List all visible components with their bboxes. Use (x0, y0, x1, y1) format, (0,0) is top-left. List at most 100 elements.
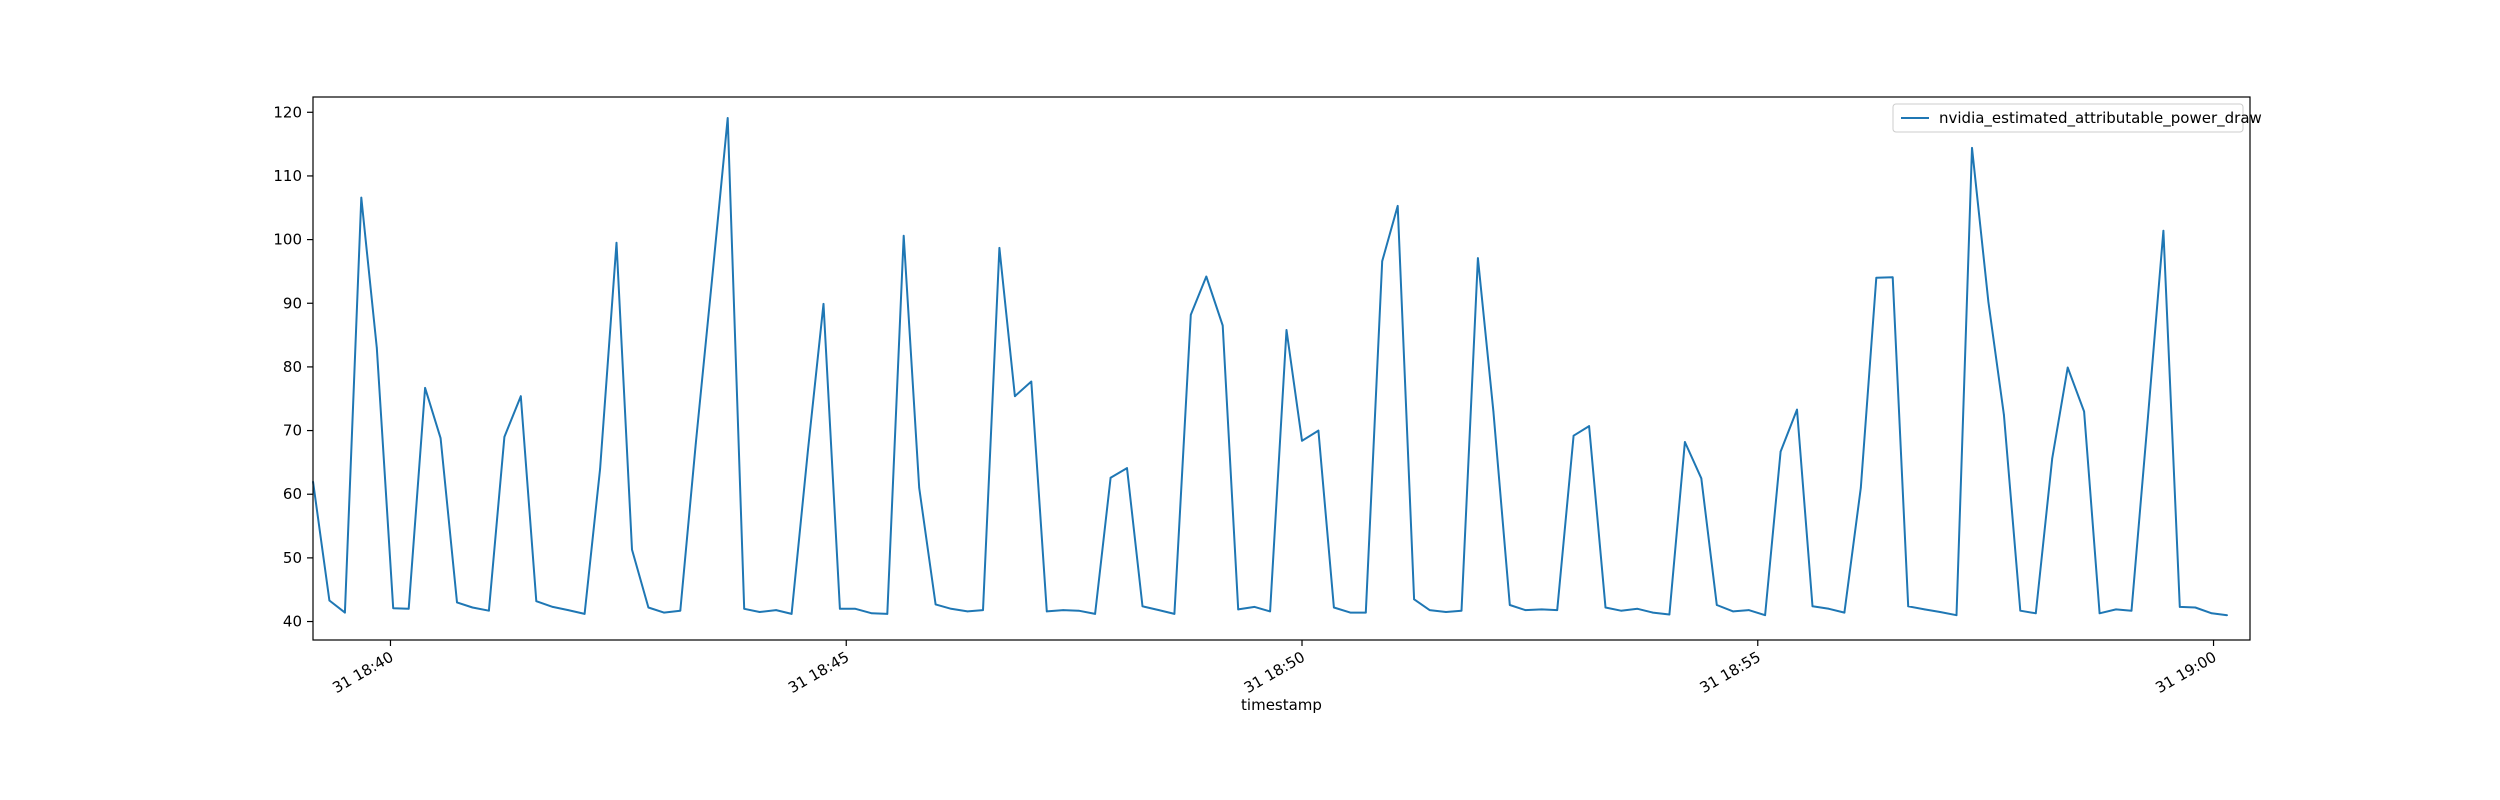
data-point (1492, 410, 1495, 413)
x-tick-label: 31 18:50 (1241, 648, 1308, 697)
data-point (1556, 609, 1558, 611)
data-point (1907, 605, 1909, 608)
data-point (551, 606, 554, 608)
data-point (1062, 609, 1064, 611)
data-point (1747, 609, 1750, 611)
data-point (1046, 610, 1048, 613)
data-point (1317, 429, 1320, 432)
data-point (918, 487, 920, 489)
data-point (360, 196, 363, 199)
data-point (743, 608, 745, 610)
data-point (456, 601, 458, 604)
data-point (902, 235, 905, 237)
data-point (1684, 441, 1686, 443)
data-point (1253, 606, 1256, 608)
x-tick-label: 31 19:00 (2152, 648, 2219, 697)
data-point (1524, 609, 1527, 611)
data-point (1126, 467, 1128, 469)
data-point (1333, 606, 1335, 609)
data-point (376, 347, 378, 349)
x-tick-label: 31 18:45 (785, 648, 852, 697)
data-point (2003, 413, 2005, 416)
data-point (503, 436, 506, 438)
data-point (1540, 608, 1543, 611)
data-point (1158, 609, 1160, 611)
data-point (1923, 608, 1926, 611)
data-point (1572, 434, 1575, 437)
data-point (822, 303, 825, 305)
data-point (663, 611, 665, 614)
data-point (583, 613, 586, 615)
data-point (1205, 275, 1208, 278)
data-point (2147, 417, 2149, 419)
data-point (1030, 380, 1033, 383)
data-point (599, 468, 601, 470)
data-point (934, 603, 937, 606)
y-tick-label: 60 (283, 485, 302, 503)
data-point (1190, 313, 1192, 316)
data-point (726, 117, 729, 119)
data-point (790, 613, 793, 615)
data-point (1349, 611, 1352, 614)
data-point (631, 548, 633, 551)
y-tick-label: 50 (283, 549, 302, 567)
data-point (1221, 324, 1224, 327)
data-point (1955, 614, 1958, 616)
data-point (1732, 610, 1734, 613)
x-tick-label: 31 18:55 (1697, 648, 1764, 697)
data-point (2098, 612, 2101, 615)
data-point (1796, 408, 1798, 411)
data-point (1843, 611, 1846, 614)
data-point (1875, 277, 1878, 279)
data-point (1620, 609, 1622, 612)
y-tick-label: 40 (283, 613, 302, 631)
data-point (1445, 611, 1447, 613)
data-point (1604, 606, 1607, 609)
data-point (424, 387, 426, 389)
data-point (2162, 229, 2165, 232)
data-point (1668, 613, 1671, 616)
x-axis-ticks: 31 18:40 31 18:45 31 18:50 31 18:55 31 19:00 (329, 640, 2220, 697)
y-tick-label: 100 (273, 231, 302, 249)
data-point (2035, 612, 2037, 615)
data-point (1365, 611, 1367, 614)
data-point (1891, 276, 1894, 279)
data-point (950, 608, 952, 610)
data-point (567, 609, 569, 611)
data-point (2019, 609, 2022, 612)
data-point (775, 609, 777, 611)
y-tick-label: 90 (283, 294, 302, 312)
x-tick-label: 31 18:40 (329, 648, 396, 697)
data-point (1987, 301, 1990, 303)
series-line (312, 117, 2228, 617)
data-point (886, 613, 889, 615)
data-point (998, 247, 1001, 249)
y-axis-ticks: 40 50 60 70 80 90 100 110 120 (273, 103, 313, 631)
data-point (615, 242, 618, 244)
data-point (854, 608, 857, 610)
y-tick-label: 120 (273, 103, 302, 121)
data-point (982, 609, 984, 611)
data-point (2051, 457, 2053, 460)
data-point (1173, 613, 1176, 615)
data-point (439, 437, 442, 440)
plot-area-frame (312, 96, 2251, 641)
data-point (1636, 608, 1639, 610)
data-point (1396, 205, 1399, 207)
data-point (966, 610, 969, 613)
data-point (328, 599, 331, 602)
data-point (679, 609, 682, 612)
data-point (1413, 598, 1415, 601)
data-point (1077, 609, 1080, 612)
data-point (488, 609, 490, 612)
data-point (711, 277, 713, 279)
data-point (2210, 612, 2213, 615)
data-point (1971, 147, 1973, 149)
y-tick-label: 110 (273, 167, 302, 185)
data-point (1509, 604, 1511, 606)
data-point (2115, 608, 2117, 611)
data-point (2226, 614, 2228, 616)
legend: nvidia_estimated_attributable_power_draw (1892, 103, 2262, 133)
data-point (1109, 476, 1112, 479)
data-point (1094, 613, 1096, 615)
